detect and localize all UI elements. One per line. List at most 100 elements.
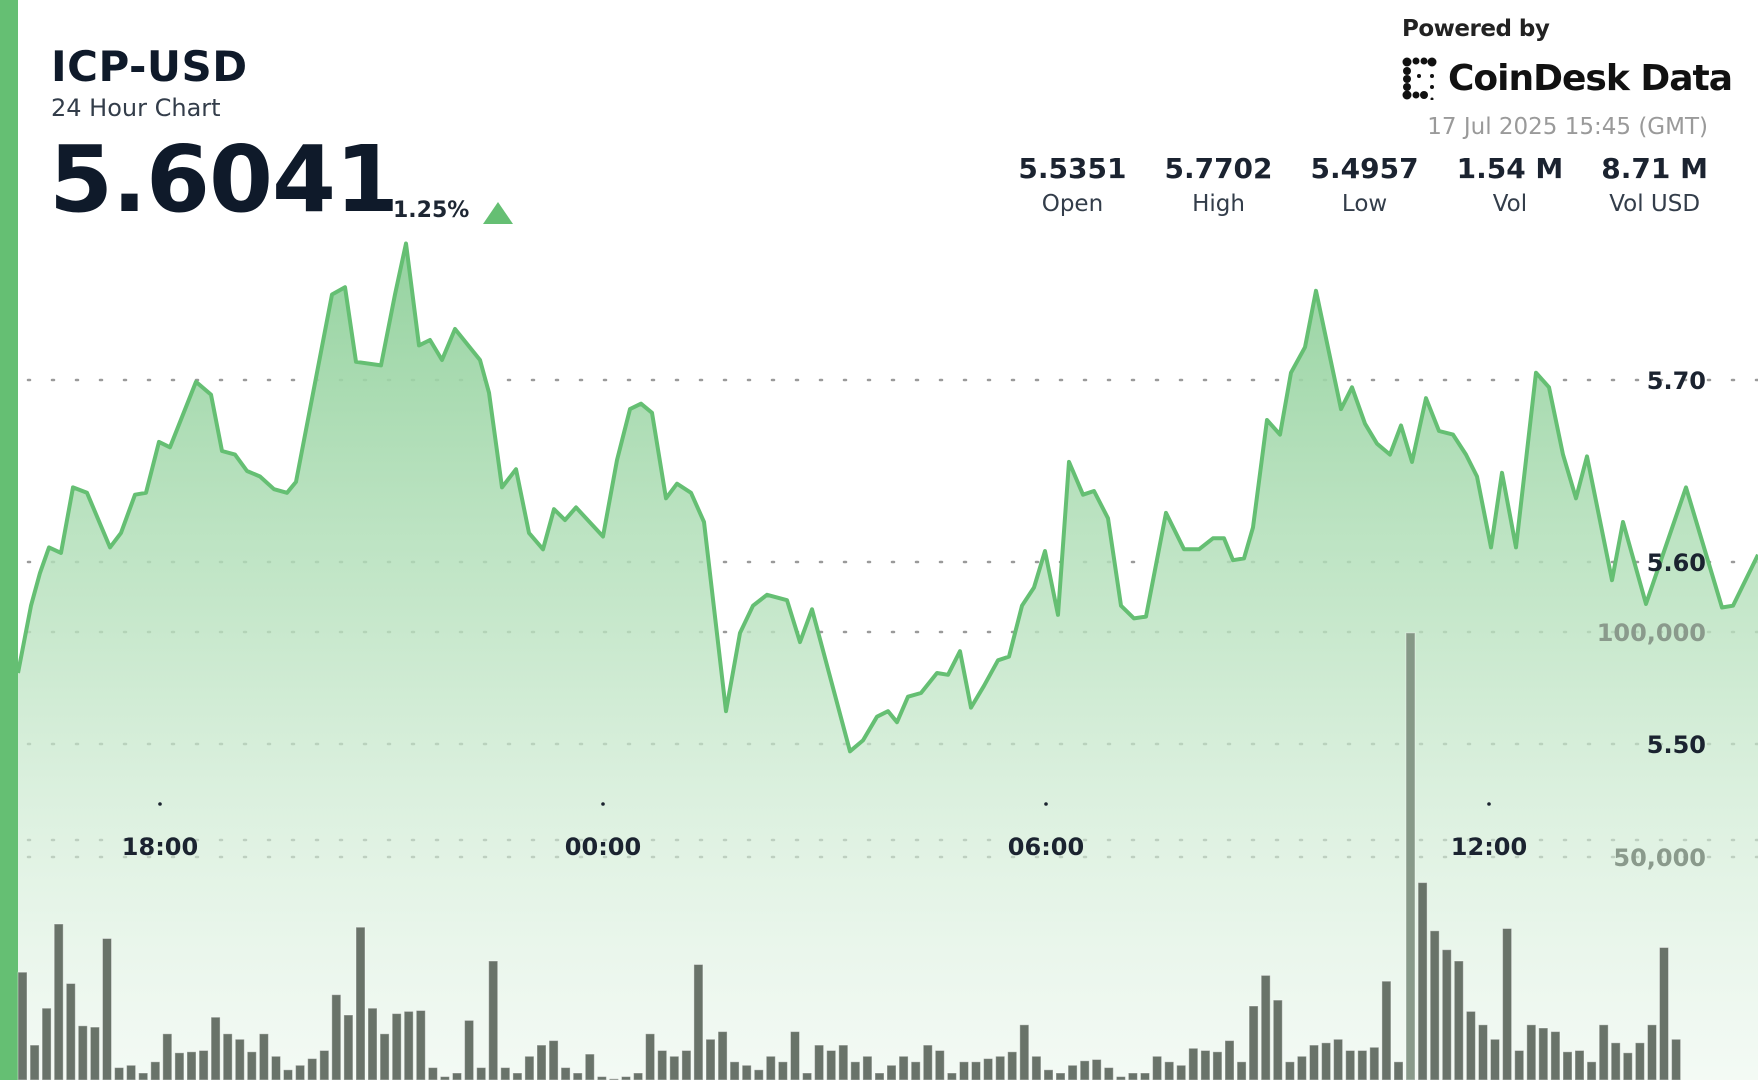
volume-bar xyxy=(1284,1061,1295,1080)
volume-bar xyxy=(1478,1024,1488,1080)
volume-bar xyxy=(1550,1031,1561,1080)
stat-value: 5.4957 xyxy=(1310,152,1419,185)
volume-bar xyxy=(584,1053,595,1080)
volume-bar xyxy=(355,926,366,1080)
stat-label: Low xyxy=(1341,191,1388,217)
volume-bar xyxy=(391,1013,402,1080)
volume-bar xyxy=(234,1038,245,1080)
volume-bar xyxy=(1441,949,1452,1080)
volume-bar xyxy=(1538,1027,1549,1080)
volume-bar xyxy=(741,1064,752,1080)
volume-bar xyxy=(126,1064,137,1080)
volume-bars xyxy=(17,632,1682,1080)
volume-bar xyxy=(53,923,64,1080)
volume-tick-label: 100,000 xyxy=(1597,619,1706,647)
volume-bar xyxy=(1019,1024,1030,1080)
volume-bar xyxy=(1043,1069,1054,1080)
volume-bar xyxy=(1115,1076,1126,1080)
volume-bar xyxy=(1586,1061,1597,1080)
volume-bar xyxy=(1490,1038,1500,1080)
volume-bar xyxy=(403,1010,414,1080)
stat-label: Open xyxy=(1041,191,1104,217)
volume-bar xyxy=(657,1050,668,1080)
volume-bar xyxy=(814,1044,825,1080)
coindesk-logo: CoinDesk Data xyxy=(1402,56,1733,100)
volume-bar xyxy=(995,1055,1006,1080)
timestamp: 17 Jul 2025 15:45 (GMT) xyxy=(1427,114,1708,140)
x-tick-label: 00:00 xyxy=(565,833,641,861)
price-tick-label: 5.50 xyxy=(1647,731,1706,759)
price-tick-label: 5.70 xyxy=(1647,367,1706,395)
volume-bar xyxy=(681,1050,692,1080)
volume-bar xyxy=(162,1033,173,1080)
stat-value: 5.7702 xyxy=(1164,152,1273,185)
stat-label: Vol xyxy=(1492,191,1528,217)
volume-bar xyxy=(1393,1061,1404,1080)
volume-bar xyxy=(1176,1064,1187,1080)
volume-bar xyxy=(1067,1064,1078,1080)
volume-bar xyxy=(439,1076,450,1080)
volume-bar xyxy=(258,1033,269,1080)
stat-value: 5.5351 xyxy=(1018,152,1127,185)
volume-bar xyxy=(874,1072,885,1080)
volume-bar xyxy=(922,1044,933,1080)
volume-bar xyxy=(959,1061,969,1080)
volume-bar xyxy=(1381,980,1392,1080)
volume-bar xyxy=(1345,1050,1356,1080)
volume-bar xyxy=(669,1055,680,1080)
volume-bar xyxy=(1164,1061,1175,1080)
accent-bar xyxy=(0,0,18,1080)
volume-bar xyxy=(693,964,704,1080)
volume-bar xyxy=(1031,1055,1042,1080)
price-tick-label: 5.60 xyxy=(1647,549,1706,577)
volume-bar xyxy=(524,1055,535,1080)
volume-bar xyxy=(464,1019,475,1080)
volume-bar xyxy=(934,1050,945,1080)
volume-bar xyxy=(536,1044,547,1080)
volume-bar xyxy=(343,1014,354,1080)
volume-bar xyxy=(1103,1067,1114,1080)
volume-bar xyxy=(1369,1046,1380,1080)
volume-bar xyxy=(379,1033,390,1080)
volume-bar xyxy=(427,1067,438,1080)
stat-high: 5.7702 High xyxy=(1164,152,1272,217)
stat-value: 8.71 M xyxy=(1601,152,1708,185)
volume-bar xyxy=(1309,1044,1319,1080)
volume-bar xyxy=(1634,1042,1645,1080)
volume-bar xyxy=(910,1061,921,1080)
volume-bar xyxy=(222,1033,233,1080)
volume-bar xyxy=(198,1050,209,1080)
volume-bar xyxy=(210,1016,221,1080)
volume-bar xyxy=(1079,1060,1090,1080)
volume-bar xyxy=(1357,1050,1368,1080)
volume-bar xyxy=(29,1044,40,1080)
price-change-percent: 1.25% xyxy=(393,198,470,223)
symbol-title: ICP-USD xyxy=(51,42,248,91)
volume-bar xyxy=(1140,1072,1150,1080)
logo-text: CoinDesk Data xyxy=(1448,57,1733,99)
price-line xyxy=(16,241,1758,754)
stats-row: 5.5351 Open 5.7702 High 5.4957 Low 1.54 … xyxy=(980,152,1708,217)
volume-bar xyxy=(1610,1042,1621,1080)
x-tick-label: 06:00 xyxy=(1008,833,1084,861)
volume-bar xyxy=(246,1051,257,1080)
volume-bar xyxy=(705,1038,716,1080)
volume-bar xyxy=(174,1052,185,1080)
volume-bar xyxy=(572,1072,583,1080)
coindesk-dots-icon xyxy=(1402,57,1437,100)
volume-bar xyxy=(1296,1055,1307,1080)
volume-bar xyxy=(850,1061,861,1080)
volume-bar xyxy=(319,1050,330,1080)
volume-bar xyxy=(1248,1005,1259,1080)
volume-bar xyxy=(65,983,76,1080)
volume-bar xyxy=(1212,1051,1223,1080)
volume-bar xyxy=(1502,928,1513,1080)
volume-bar xyxy=(971,1061,981,1080)
volume-bar xyxy=(621,1076,631,1080)
volume-bar xyxy=(1453,960,1464,1080)
volume-bar xyxy=(367,1007,378,1080)
volume-bar xyxy=(1671,1038,1682,1080)
volume-bar xyxy=(1526,1024,1537,1080)
volume-bar xyxy=(1647,1024,1657,1080)
